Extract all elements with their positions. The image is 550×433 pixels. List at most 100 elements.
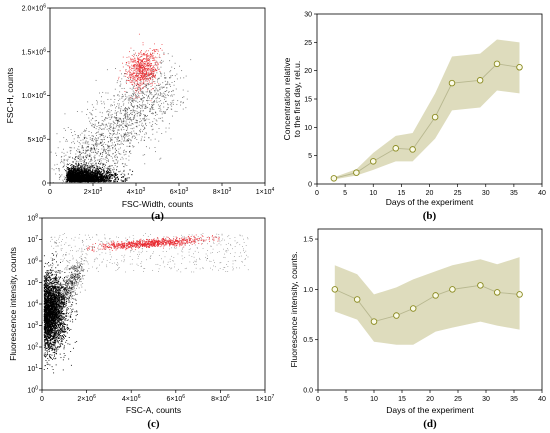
scatter-point bbox=[125, 110, 126, 111]
scatter-point bbox=[116, 112, 118, 113]
scatter-point bbox=[98, 122, 100, 124]
scatter-point bbox=[145, 84, 147, 86]
scatter-point bbox=[149, 48, 151, 49]
scatter-point bbox=[121, 143, 123, 145]
scatter-point bbox=[103, 101, 105, 103]
scatter-point bbox=[101, 177, 103, 179]
scatter-point bbox=[89, 165, 91, 167]
scatter-point bbox=[113, 127, 115, 129]
scatter-point bbox=[124, 110, 126, 112]
scatter-point bbox=[107, 160, 109, 162]
scatter-point bbox=[130, 59, 132, 61]
scatter-point bbox=[111, 139, 113, 141]
scatter-point bbox=[172, 89, 174, 91]
scatter-point bbox=[85, 178, 87, 180]
scatter-point bbox=[182, 108, 184, 110]
scatter-point bbox=[138, 66, 140, 68]
scatter-point bbox=[155, 151, 156, 153]
scatter-point bbox=[120, 112, 122, 114]
scatter-point bbox=[84, 180, 86, 182]
scatter-point bbox=[149, 55, 151, 57]
scatter-point bbox=[114, 148, 116, 150]
scatter-point bbox=[64, 170, 66, 172]
scatter-point bbox=[145, 74, 147, 76]
scatter-point bbox=[113, 133, 115, 135]
scatter-point bbox=[128, 155, 130, 157]
scatter-point bbox=[60, 159, 62, 161]
scatter-point bbox=[135, 64, 137, 65]
scatter-point bbox=[97, 131, 99, 133]
scatter-point bbox=[128, 177, 130, 179]
scatter-point bbox=[66, 179, 68, 181]
scatter-point bbox=[78, 151, 80, 153]
scatter-point bbox=[71, 177, 73, 179]
scatter-point bbox=[116, 120, 118, 121]
scatter-point bbox=[69, 169, 71, 171]
scatter-point bbox=[155, 49, 157, 51]
scatter-point bbox=[122, 126, 123, 128]
scatter-point bbox=[97, 168, 99, 170]
scatter-point bbox=[86, 172, 88, 174]
scatter-point bbox=[138, 73, 140, 75]
scatter-point bbox=[73, 179, 75, 181]
scatter-point bbox=[113, 176, 115, 178]
scatter-point bbox=[114, 164, 116, 166]
scatter-point bbox=[77, 174, 79, 176]
scatter-point bbox=[132, 78, 134, 80]
scatter-point bbox=[104, 180, 106, 182]
scatter-point bbox=[89, 178, 91, 180]
scatter-point bbox=[99, 168, 101, 170]
scatter-point bbox=[82, 175, 84, 177]
scatter-point bbox=[144, 136, 146, 138]
scatter-point bbox=[164, 77, 166, 79]
scatter-point bbox=[143, 66, 144, 68]
scatter-point bbox=[114, 172, 116, 174]
scatter-point bbox=[121, 122, 123, 124]
scatter-point bbox=[137, 106, 138, 107]
scatter-point bbox=[71, 166, 73, 168]
scatter-point bbox=[106, 111, 108, 113]
scatter-point bbox=[132, 105, 133, 107]
scatter-point bbox=[117, 80, 119, 82]
scatter-point bbox=[94, 180, 96, 182]
scatter-point bbox=[158, 84, 160, 86]
scatter-point bbox=[85, 169, 87, 170]
scatter-point bbox=[144, 63, 146, 65]
scatter-point bbox=[118, 95, 120, 97]
scatter-point bbox=[95, 116, 97, 118]
scatter-point bbox=[98, 175, 100, 177]
scatter-point bbox=[77, 172, 79, 174]
scatter-point bbox=[87, 169, 89, 171]
scatter-point bbox=[89, 180, 91, 182]
scatter-point bbox=[88, 176, 90, 178]
scatter-point bbox=[110, 104, 112, 106]
scatter-point bbox=[101, 120, 103, 121]
scatter-point bbox=[162, 95, 164, 97]
scatter-point bbox=[137, 87, 139, 89]
scatter-point bbox=[92, 174, 94, 176]
scatter-point bbox=[171, 66, 173, 68]
scatter-point bbox=[137, 58, 139, 60]
scatter-point bbox=[133, 130, 135, 132]
scatter-point bbox=[104, 107, 105, 109]
scatter-point bbox=[72, 176, 74, 178]
scatter-point bbox=[143, 67, 145, 69]
scatter-point bbox=[98, 179, 100, 181]
scatter-point bbox=[120, 106, 122, 108]
scatter-point bbox=[113, 145, 115, 147]
scatter-point bbox=[108, 166, 110, 168]
scatter-point bbox=[91, 177, 93, 179]
scatter-point bbox=[58, 174, 60, 176]
scatter-point bbox=[72, 177, 74, 179]
scatter-point bbox=[69, 178, 71, 180]
scatter-point bbox=[112, 181, 114, 183]
scatter-point bbox=[154, 138, 156, 140]
scatter-point bbox=[139, 67, 141, 69]
scatter-point bbox=[164, 112, 166, 114]
scatter-point bbox=[84, 137, 86, 139]
scatter-point bbox=[100, 179, 102, 181]
scatter-point bbox=[180, 77, 181, 79]
scatter-point bbox=[129, 99, 131, 101]
scatter-point bbox=[114, 174, 116, 176]
scatter-point bbox=[80, 180, 82, 182]
